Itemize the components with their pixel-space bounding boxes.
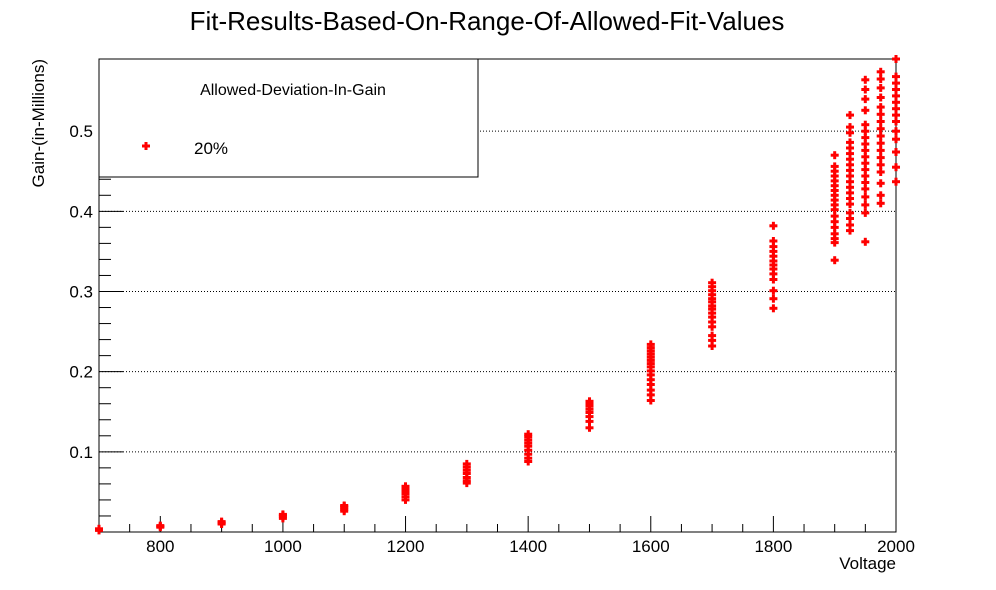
data-point	[876, 103, 885, 112]
data-point	[830, 151, 839, 160]
x-tick-label: 2000	[877, 537, 915, 556]
data-point	[769, 237, 778, 245]
data-point	[861, 200, 870, 209]
data-point	[876, 75, 885, 83]
data-point	[462, 459, 471, 468]
data-point	[278, 510, 287, 519]
y-tick-label: 0.5	[69, 122, 93, 141]
data-point	[876, 110, 885, 119]
y-axis-tick-labels: 0.1 0.2 0.3 0.4 0.5	[69, 122, 93, 462]
data-point	[892, 55, 900, 63]
data-point	[876, 124, 885, 133]
data-point	[876, 179, 885, 188]
data-point	[876, 93, 885, 102]
data-point	[708, 331, 717, 340]
data-point	[830, 162, 839, 171]
data-point	[708, 278, 717, 287]
legend-marker-plus-icon	[142, 142, 150, 150]
data-point	[156, 521, 165, 530]
data-point	[876, 139, 885, 148]
legend-box	[98, 58, 479, 178]
data-point	[861, 237, 870, 246]
data-point	[876, 199, 885, 208]
data-point	[876, 168, 885, 176]
y-axis-label: Gain-(in-Millions)	[29, 59, 48, 187]
data-point	[769, 286, 778, 295]
x-tick-label: 1200	[387, 537, 425, 556]
x-tick-label: 1800	[754, 537, 792, 556]
legend: Allowed-Deviation-In-Gain 20%	[98, 58, 479, 178]
data-point	[861, 75, 870, 84]
data-point	[892, 127, 900, 136]
x-tick-label: 1600	[632, 537, 670, 556]
data-point	[892, 135, 900, 144]
data-point	[846, 123, 854, 132]
x-tick-label: 800	[146, 537, 174, 556]
x-axis-ticks	[98, 516, 897, 532]
data-point	[892, 177, 900, 186]
data-point	[524, 430, 533, 439]
x-axis-label: Voltage	[839, 554, 896, 573]
data-point	[95, 524, 103, 533]
data-point	[340, 501, 349, 510]
x-tick-label: 1000	[264, 537, 302, 556]
x-axis-tick-labels: 800 1000 1200 1400 1600 1800 2000	[146, 537, 915, 556]
data-point	[876, 146, 885, 155]
data-point	[846, 208, 854, 217]
data-point	[876, 83, 885, 92]
chart-title: Fit-Results-Based-On-Range-Of-Allowed-Fi…	[190, 6, 785, 36]
y-tick-label: 0.1	[69, 443, 93, 462]
data-point	[876, 132, 885, 140]
x-tick-label: 1400	[509, 537, 547, 556]
data-point	[830, 256, 839, 265]
data-point	[861, 85, 870, 94]
data-point	[217, 517, 226, 526]
data-point	[892, 72, 900, 81]
data-point	[861, 95, 870, 104]
y-tick-label: 0.2	[69, 363, 93, 382]
data-point	[769, 304, 778, 313]
data-point	[892, 148, 900, 156]
data-point	[876, 67, 885, 76]
data-point	[861, 192, 870, 201]
data-point	[876, 160, 885, 169]
data-point	[892, 163, 900, 172]
data-point	[861, 106, 870, 115]
data-point	[769, 221, 778, 230]
data-point	[876, 153, 885, 162]
data-point	[861, 208, 870, 217]
data-point	[846, 111, 854, 120]
data-point	[846, 138, 854, 147]
data-point	[769, 294, 778, 303]
data-point	[876, 191, 885, 200]
y-tick-label: 0.4	[69, 202, 93, 221]
legend-entry-label: 20%	[194, 139, 228, 158]
y-tick-label: 0.3	[69, 282, 93, 301]
data-points	[95, 55, 900, 535]
data-point	[646, 340, 655, 349]
data-point	[861, 120, 870, 129]
data-point	[585, 397, 594, 406]
data-point	[876, 117, 885, 126]
data-point	[401, 482, 410, 491]
legend-title: Allowed-Deviation-In-Gain	[200, 82, 386, 99]
